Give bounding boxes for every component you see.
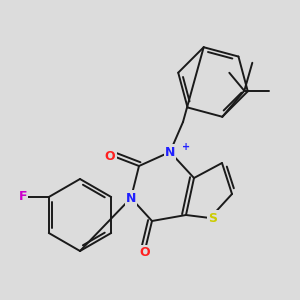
Text: O: O — [105, 149, 115, 163]
Text: S: S — [208, 212, 217, 224]
Text: N: N — [126, 191, 136, 205]
Text: O: O — [140, 247, 150, 260]
Text: N: N — [165, 146, 175, 158]
Text: +: + — [182, 142, 190, 152]
Text: F: F — [19, 190, 27, 203]
